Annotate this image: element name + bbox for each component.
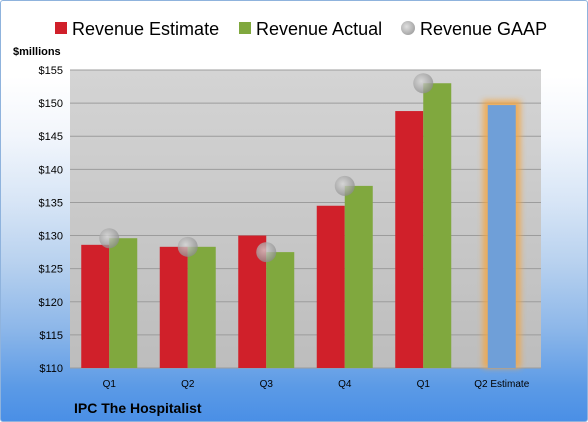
y-tick-label: $110 bbox=[39, 363, 63, 375]
legend-label-gaap: Revenue GAAP bbox=[420, 19, 547, 39]
bar-revenue-actual bbox=[266, 252, 295, 368]
y-tick-label: $135 bbox=[39, 197, 63, 209]
bar-revenue-forecast bbox=[487, 105, 516, 368]
marker-revenue-gaap bbox=[334, 175, 355, 196]
company-name: IPC The Hospitalist bbox=[74, 400, 202, 416]
y-tick-label: $115 bbox=[39, 330, 63, 342]
x-tick-label: Q1 bbox=[103, 379, 117, 390]
legend: Revenue Estimate Revenue Actual Revenue … bbox=[55, 19, 547, 39]
marker-revenue-gaap bbox=[256, 242, 277, 263]
y-tick-label: $130 bbox=[39, 231, 63, 243]
y-tick-label: $150 bbox=[39, 98, 63, 110]
x-tick-label: Q2 Estimate bbox=[474, 379, 529, 390]
y-axis-ticks: $110 $115 $120 $125 $130 $135 $140 $145 $150 $155 bbox=[39, 65, 63, 375]
y-axis-unit-label: $millions bbox=[13, 46, 61, 58]
x-axis-ticks: Q1 Q2 Q3 Q4 Q1 Q2 Estimate bbox=[103, 379, 530, 390]
bar-revenue-estimate bbox=[159, 246, 188, 368]
legend-label-actual: Revenue Actual bbox=[256, 19, 382, 39]
x-tick-label: Q2 bbox=[181, 379, 195, 390]
y-tick-label: $120 bbox=[39, 297, 63, 309]
gridlines bbox=[70, 69, 541, 369]
x-tick-label: Q1 bbox=[417, 379, 431, 390]
marker-revenue-gaap bbox=[177, 236, 198, 257]
y-tick-label: $155 bbox=[39, 65, 63, 77]
plot-area bbox=[70, 70, 541, 368]
marker-revenue-gaap bbox=[99, 228, 120, 249]
bar-revenue-actual bbox=[423, 83, 452, 368]
bar-revenue-actual bbox=[344, 185, 373, 368]
legend-swatch-gaap bbox=[401, 21, 415, 35]
bars bbox=[81, 73, 521, 369]
bar-revenue-estimate bbox=[316, 205, 345, 368]
y-tick-label: $140 bbox=[39, 164, 63, 176]
y-tick-label: $125 bbox=[39, 264, 63, 276]
bar-revenue-actual bbox=[109, 238, 138, 368]
legend-label-estimate: Revenue Estimate bbox=[72, 19, 219, 39]
marker-revenue-gaap bbox=[413, 73, 434, 94]
bar-revenue-estimate bbox=[395, 111, 424, 369]
x-tick-label: Q4 bbox=[338, 379, 352, 390]
legend-swatch-actual bbox=[239, 22, 251, 34]
x-tick-label: Q3 bbox=[260, 379, 274, 390]
bar-revenue-actual bbox=[187, 246, 216, 368]
bar-revenue-estimate bbox=[81, 244, 110, 368]
y-tick-label: $145 bbox=[39, 131, 63, 143]
legend-swatch-estimate bbox=[55, 22, 67, 34]
